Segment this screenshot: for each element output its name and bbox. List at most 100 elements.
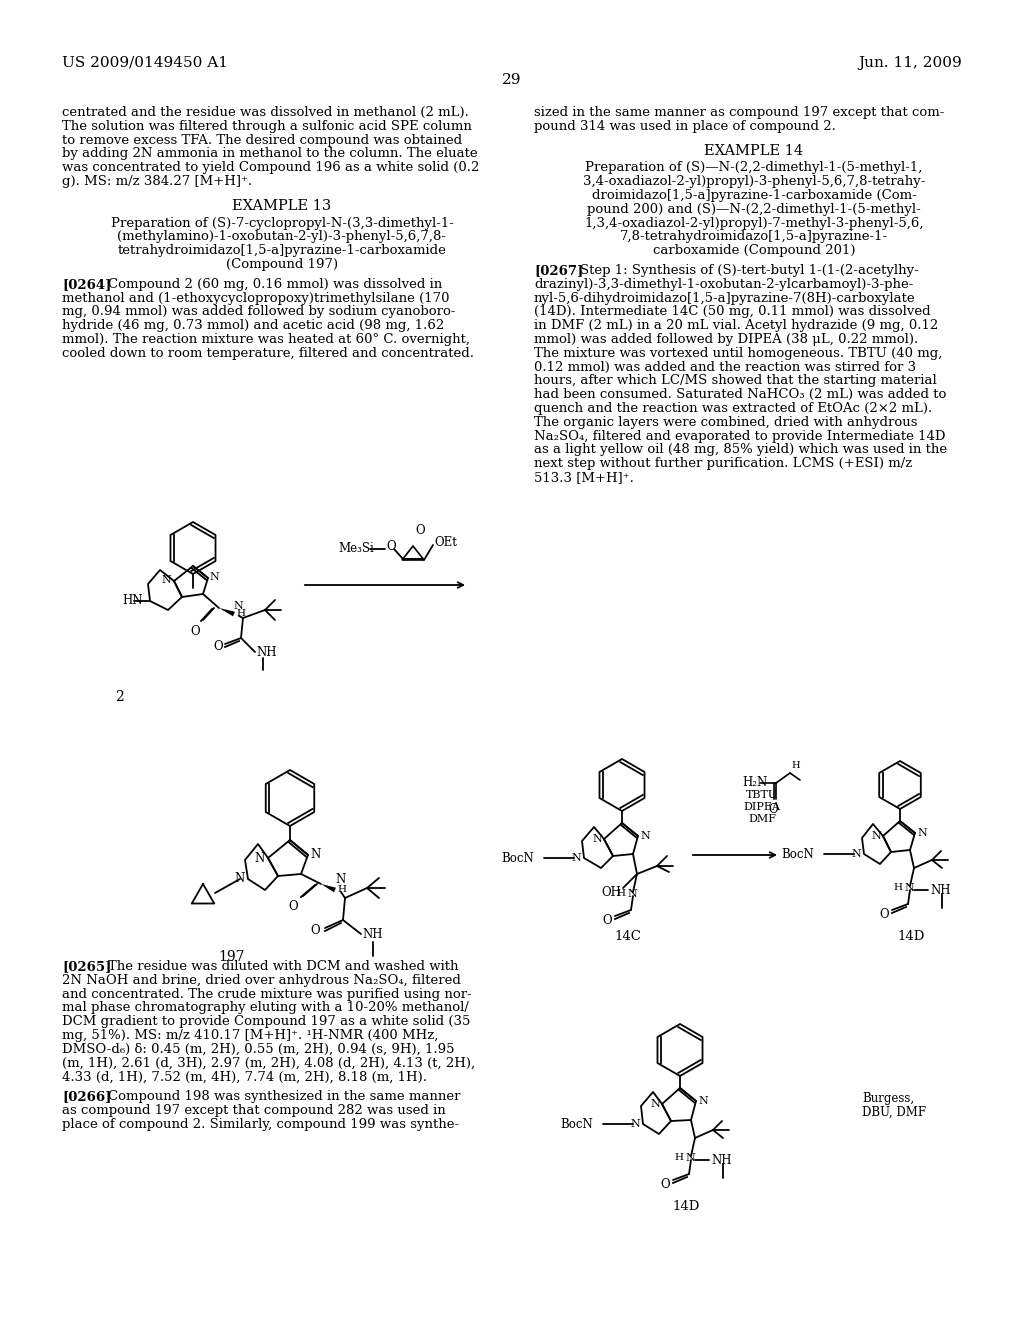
Text: Burgess,: Burgess, xyxy=(862,1092,914,1105)
Text: (methylamino)-1-oxobutan-2-yl)-3-phenyl-5,6,7,8-: (methylamino)-1-oxobutan-2-yl)-3-phenyl-… xyxy=(118,231,446,243)
Text: N: N xyxy=(685,1152,694,1163)
Text: tetrahydroimidazo[1,5-a]pyrazine-1-carboxamide: tetrahydroimidazo[1,5-a]pyrazine-1-carbo… xyxy=(118,244,446,257)
Text: N: N xyxy=(571,853,581,863)
Text: O: O xyxy=(288,900,298,913)
Text: 14D: 14D xyxy=(897,931,925,942)
Text: O: O xyxy=(415,524,425,537)
Text: hours, after which LC/MS showed that the starting material: hours, after which LC/MS showed that the… xyxy=(534,375,937,387)
Text: H: H xyxy=(236,610,245,619)
Text: methanol and (1-ethoxycyclopropoxy)trimethylsilane (170: methanol and (1-ethoxycyclopropoxy)trime… xyxy=(62,292,450,305)
Text: DCM gradient to provide Compound 197 as a white solid (35: DCM gradient to provide Compound 197 as … xyxy=(62,1015,470,1028)
Text: H: H xyxy=(894,883,902,892)
Text: N: N xyxy=(233,601,243,611)
Text: Na₂SO₄, filtered and evaporated to provide Intermediate 14D: Na₂SO₄, filtered and evaporated to provi… xyxy=(534,429,945,442)
Text: Me₃Si: Me₃Si xyxy=(338,543,374,556)
Text: 0.12 mmol) was added and the reaction was stirred for 3: 0.12 mmol) was added and the reaction wa… xyxy=(534,360,916,374)
Text: DMSO-d₆) δ: 0.45 (m, 2H), 0.55 (m, 2H), 0.94 (s, 9H), 1.95: DMSO-d₆) δ: 0.45 (m, 2H), 0.55 (m, 2H), … xyxy=(62,1043,455,1056)
Text: O: O xyxy=(310,924,319,936)
Text: 513.3 [M+H]⁺.: 513.3 [M+H]⁺. xyxy=(534,471,634,484)
Text: g). MS: m/z 384.27 [M+H]⁺.: g). MS: m/z 384.27 [M+H]⁺. xyxy=(62,176,252,187)
Text: OH: OH xyxy=(601,886,621,899)
Text: DBU, DMF: DBU, DMF xyxy=(862,1106,926,1119)
Text: N: N xyxy=(627,888,637,899)
Text: NH: NH xyxy=(362,928,383,941)
Text: 4.33 (d, 1H), 7.52 (m, 4H), 7.74 (m, 2H), 8.18 (m, 1H).: 4.33 (d, 1H), 7.52 (m, 4H), 7.74 (m, 2H)… xyxy=(62,1071,427,1084)
Text: quench and the reaction was extracted of EtOAc (2×2 mL).: quench and the reaction was extracted of… xyxy=(534,403,932,414)
Text: [0264]: [0264] xyxy=(62,277,112,290)
Text: EXAMPLE 14: EXAMPLE 14 xyxy=(705,144,804,157)
Text: 29: 29 xyxy=(502,73,522,87)
Text: Jun. 11, 2009: Jun. 11, 2009 xyxy=(858,55,962,70)
Text: sized in the same manner as compound 197 except that com-: sized in the same manner as compound 197… xyxy=(534,106,944,119)
Text: The residue was diluted with DCM and washed with: The residue was diluted with DCM and was… xyxy=(108,960,459,973)
Text: mmol). The reaction mixture was heated at 60° C. overnight,: mmol). The reaction mixture was heated a… xyxy=(62,333,470,346)
Text: N: N xyxy=(640,832,650,841)
Text: O: O xyxy=(660,1177,670,1191)
Text: Preparation of (S)-7-cyclopropyl-N-(3,3-dimethyl-1-: Preparation of (S)-7-cyclopropyl-N-(3,3-… xyxy=(111,216,454,230)
Text: O: O xyxy=(190,624,200,638)
Text: N: N xyxy=(592,834,602,843)
Text: O: O xyxy=(213,639,223,652)
Text: 2: 2 xyxy=(115,690,124,704)
Text: 3,4-oxadiazol-2-yl)propyl)-3-phenyl-5,6,7,8-tetrahy-: 3,4-oxadiazol-2-yl)propyl)-3-phenyl-5,6,… xyxy=(583,176,926,189)
Text: N: N xyxy=(255,851,265,865)
Text: (14D). Intermediate 14C (50 mg, 0.11 mmol) was dissolved: (14D). Intermediate 14C (50 mg, 0.11 mmo… xyxy=(534,305,931,318)
Text: H: H xyxy=(337,886,346,895)
Text: N: N xyxy=(904,883,913,894)
Text: centrated and the residue was dissolved in methanol (2 mL).: centrated and the residue was dissolved … xyxy=(62,106,469,119)
Text: O: O xyxy=(386,540,395,553)
Text: carboxamide (Compound 201): carboxamide (Compound 201) xyxy=(652,244,855,257)
Text: N: N xyxy=(161,576,171,585)
Text: DIPEA: DIPEA xyxy=(743,803,780,812)
Text: N: N xyxy=(871,832,881,841)
Text: place of compound 2. Similarly, compound 199 was synthe-: place of compound 2. Similarly, compound… xyxy=(62,1118,459,1131)
Text: O: O xyxy=(602,913,611,927)
Text: as compound 197 except that compound 282 was used in: as compound 197 except that compound 282… xyxy=(62,1104,445,1117)
Text: to remove excess TFA. The desired compound was obtained: to remove excess TFA. The desired compou… xyxy=(62,133,462,147)
Polygon shape xyxy=(219,609,234,616)
Text: N: N xyxy=(310,849,321,862)
Text: 14D: 14D xyxy=(672,1200,699,1213)
Text: [0265]: [0265] xyxy=(62,960,112,973)
Text: BocN: BocN xyxy=(560,1118,593,1130)
Text: drazinyl)-3,3-dimethyl-1-oxobutan-2-ylcarbamoyl)-3-phe-: drazinyl)-3,3-dimethyl-1-oxobutan-2-ylca… xyxy=(534,277,913,290)
Text: N: N xyxy=(209,572,219,582)
Text: pound 200) and (S)—N-(2,2-dimethyl-1-(5-methyl-: pound 200) and (S)—N-(2,2-dimethyl-1-(5-… xyxy=(587,203,921,215)
Text: H: H xyxy=(791,762,800,770)
Text: was concentrated to yield Compound 196 as a white solid (0.2: was concentrated to yield Compound 196 a… xyxy=(62,161,479,174)
Text: TBTU: TBTU xyxy=(745,789,778,800)
Text: [0267]: [0267] xyxy=(534,264,584,277)
Text: H₂N: H₂N xyxy=(742,776,767,789)
Text: had been consumed. Saturated NaHCO₃ (2 mL) was added to: had been consumed. Saturated NaHCO₃ (2 m… xyxy=(534,388,946,401)
Text: The solution was filtered through a sulfonic acid SPE column: The solution was filtered through a sulf… xyxy=(62,120,472,133)
Text: N: N xyxy=(335,873,345,886)
Text: N: N xyxy=(851,849,861,859)
Text: mal phase chromatography eluting with a 10-20% methanol/: mal phase chromatography eluting with a … xyxy=(62,1002,469,1014)
Text: BocN: BocN xyxy=(502,851,534,865)
Polygon shape xyxy=(321,884,336,892)
Text: H: H xyxy=(675,1154,683,1163)
Text: NH: NH xyxy=(930,883,950,896)
Text: as a light yellow oil (48 mg, 85% yield) which was used in the: as a light yellow oil (48 mg, 85% yield)… xyxy=(534,444,947,457)
Text: 2N NaOH and brine, dried over anhydrous Na₂SO₄, filtered: 2N NaOH and brine, dried over anhydrous … xyxy=(62,974,461,987)
Text: O: O xyxy=(768,803,778,816)
Text: nyl-5,6-dihydroimidazo[1,5-a]pyrazine-7(8H)-carboxylate: nyl-5,6-dihydroimidazo[1,5-a]pyrazine-7(… xyxy=(534,292,915,305)
Text: Step 1: Synthesis of (S)-tert-butyl 1-(1-(2-acetylhy-: Step 1: Synthesis of (S)-tert-butyl 1-(1… xyxy=(580,264,919,277)
Text: H: H xyxy=(616,890,626,899)
Text: 14C: 14C xyxy=(614,931,641,942)
Text: N: N xyxy=(918,828,927,838)
Text: Compound 2 (60 mg, 0.16 mmol) was dissolved in: Compound 2 (60 mg, 0.16 mmol) was dissol… xyxy=(108,277,442,290)
Text: N: N xyxy=(650,1100,660,1109)
Text: HN: HN xyxy=(122,594,142,607)
Text: The mixture was vortexed until homogeneous. TBTU (40 mg,: The mixture was vortexed until homogeneo… xyxy=(534,347,942,360)
Text: US 2009/0149450 A1: US 2009/0149450 A1 xyxy=(62,55,228,70)
Text: cooled down to room temperature, filtered and concentrated.: cooled down to room temperature, filtere… xyxy=(62,347,474,360)
Text: BocN: BocN xyxy=(781,847,814,861)
Text: (m, 1H), 2.61 (d, 3H), 2.97 (m, 2H), 4.08 (d, 2H), 4.13 (t, 2H),: (m, 1H), 2.61 (d, 3H), 2.97 (m, 2H), 4.0… xyxy=(62,1056,475,1069)
Text: DMF: DMF xyxy=(748,814,776,824)
Text: and concentrated. The crude mixture was purified using nor-: and concentrated. The crude mixture was … xyxy=(62,987,472,1001)
Text: pound 314 was used in place of compound 2.: pound 314 was used in place of compound … xyxy=(534,120,836,133)
Text: EXAMPLE 13: EXAMPLE 13 xyxy=(232,199,332,213)
Text: NH: NH xyxy=(711,1154,731,1167)
Text: Preparation of (S)—N-(2,2-dimethyl-1-(5-methyl-1,: Preparation of (S)—N-(2,2-dimethyl-1-(5-… xyxy=(586,161,923,174)
